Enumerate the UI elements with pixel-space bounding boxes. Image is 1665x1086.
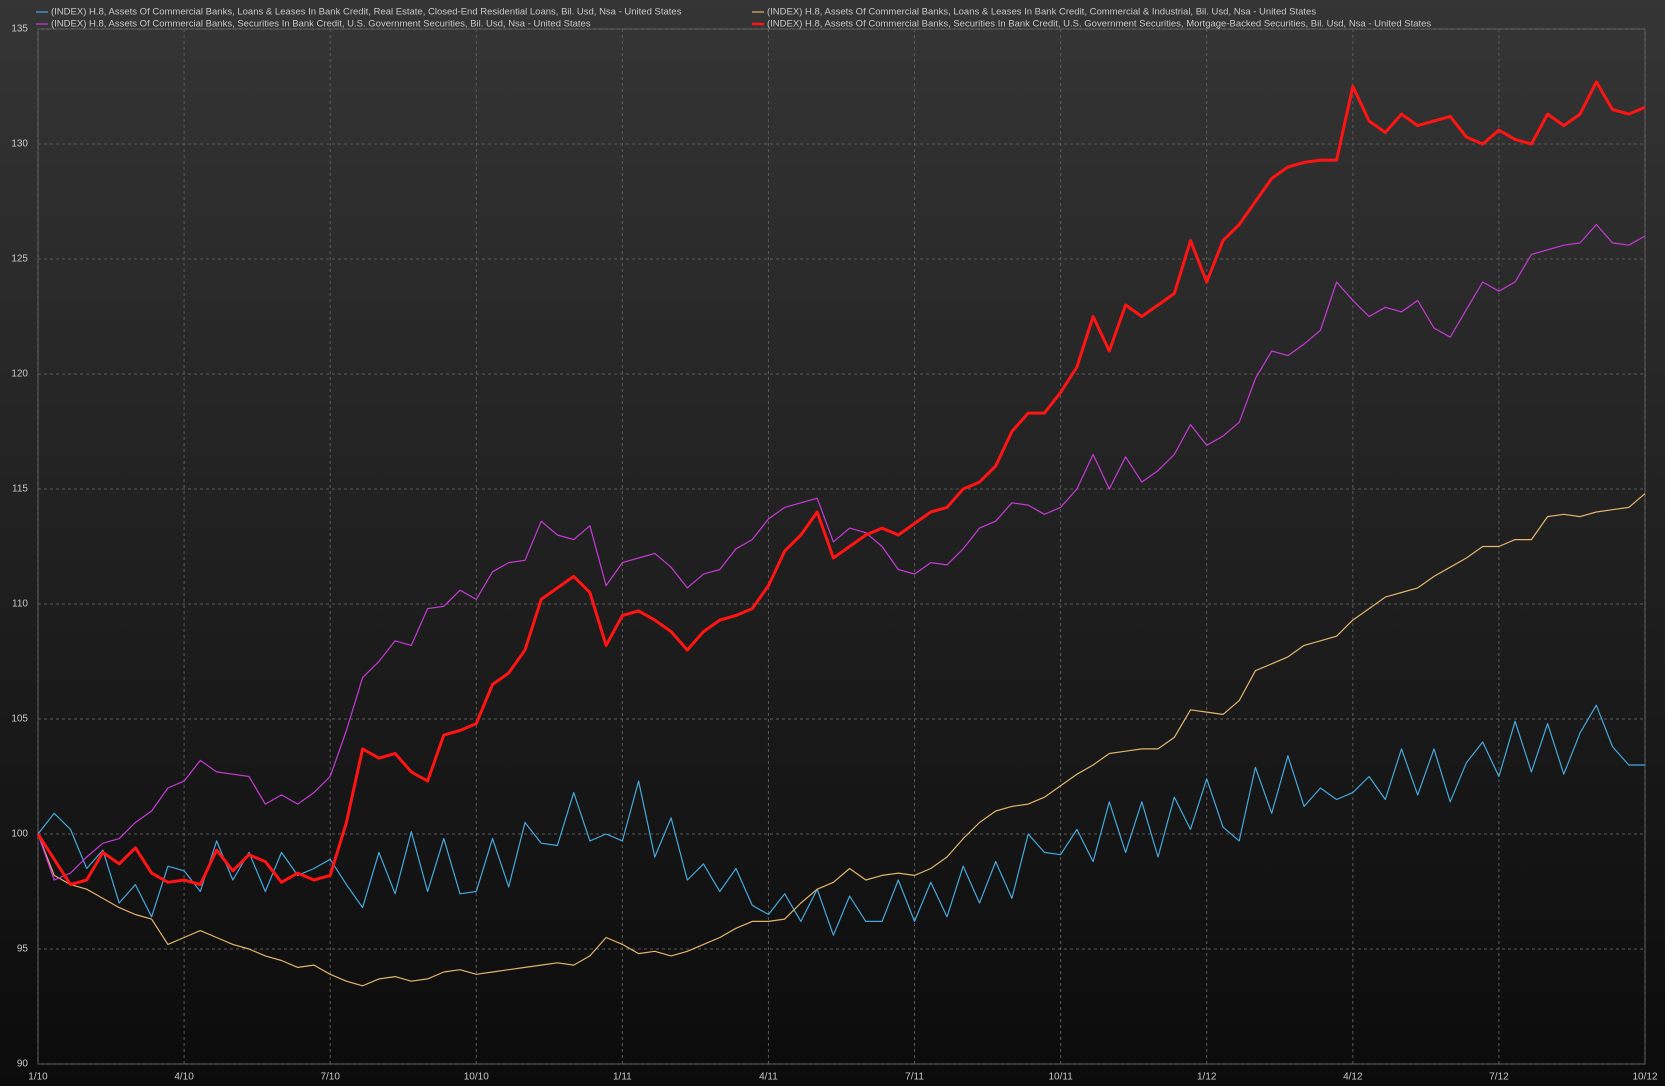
legend-label: (INDEX) H.8, Assets Of Commercial Banks,… [767, 7, 1316, 18]
x-tick-label: 4/11 [759, 1072, 778, 1083]
series-line [37, 223, 1646, 881]
y-tick-label: 130 [11, 139, 28, 150]
y-tick-label: 110 [12, 599, 28, 610]
legend-label: (INDEX) H.8, Assets Of Commercial Banks,… [767, 19, 1431, 30]
x-tick-label: 7/10 [320, 1072, 340, 1083]
x-tick-label: 7/11 [905, 1072, 924, 1083]
y-tick-label: 95 [17, 944, 29, 955]
x-tick-label: 10/12 [1632, 1072, 1657, 1083]
y-tick-label: 120 [11, 369, 28, 380]
series-line [37, 704, 1645, 936]
legend-label: (INDEX) H.8, Assets Of Commercial Banks,… [51, 7, 682, 18]
y-tick-label: 100 [11, 829, 28, 840]
x-tick-label: 7/12 [1489, 1072, 1509, 1083]
y-tick-label: 105 [11, 714, 28, 725]
y-tick-label: 125 [11, 254, 28, 265]
y-tick-label: 135 [11, 24, 28, 35]
x-tick-label: 1/12 [1197, 1072, 1217, 1083]
x-tick-label: 4/10 [174, 1072, 194, 1083]
y-tick-label: 115 [12, 484, 28, 495]
x-tick-label: 1/11 [613, 1072, 632, 1083]
x-tick-label: 10/10 [464, 1072, 489, 1083]
series-line [37, 493, 1646, 987]
series-line [36, 80, 1646, 887]
x-tick-label: 1/10 [28, 1072, 48, 1083]
y-tick-label: 90 [17, 1059, 29, 1070]
x-tick-label: 10/11 [1048, 1072, 1073, 1083]
x-tick-label: 4/12 [1343, 1072, 1363, 1083]
legend-label: (INDEX) H.8, Assets Of Commercial Banks,… [51, 19, 591, 30]
